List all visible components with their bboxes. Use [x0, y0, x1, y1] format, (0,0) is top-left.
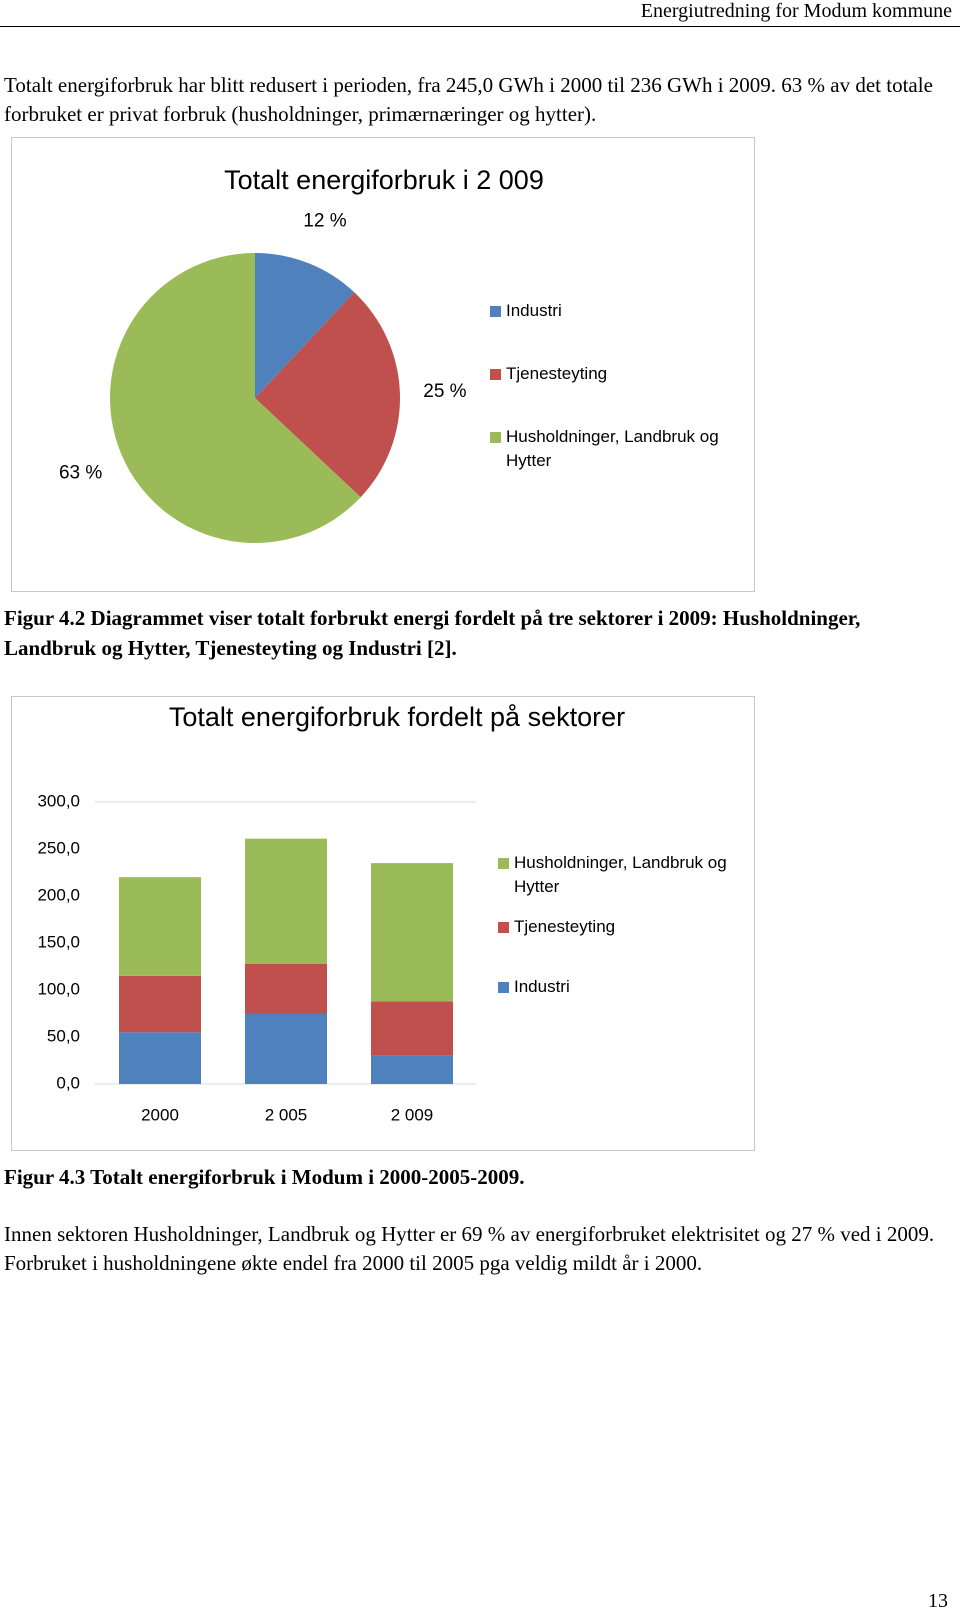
- pie-slice: [255, 253, 355, 398]
- legend-label: Industri: [514, 977, 570, 996]
- header-rule: [0, 26, 960, 27]
- legend-label: Husholdninger, Landbruk og Hytter: [514, 853, 727, 896]
- legend-label: Tjenesteyting: [514, 917, 616, 936]
- chart: Totalt energiforbruk i 2 009 12 % 25 % 63 %: [59, 165, 544, 543]
- legend-swatch: [490, 432, 501, 443]
- legend-swatch: [498, 858, 509, 869]
- bar-segment: [371, 1001, 453, 1056]
- chart-title: Totalt energiforbruk fordelt på sektorer: [169, 702, 625, 732]
- y-tick-label: 50,0: [47, 1026, 80, 1045]
- bar-chart-box: Totalt energiforbruk fordelt på sektorer…: [11, 696, 755, 1151]
- y-tick-label: 150,0: [37, 932, 80, 951]
- bar-segment: [119, 975, 201, 1033]
- figure-caption: Figur 4.3 Totalt energiforbruk i Modum i…: [4, 1165, 525, 1189]
- data-label: 12 %: [303, 210, 346, 231]
- legend-swatch: [498, 982, 509, 993]
- legend-label: Tjenesteyting: [506, 364, 608, 383]
- page-number: 13: [928, 1590, 948, 1612]
- y-tick-label: 200,0: [37, 885, 80, 904]
- legend-label: Husholdninger, Landbruk og Hytter: [506, 427, 719, 470]
- bar-segment: [245, 963, 327, 1014]
- x-tick-label: 2000: [141, 1105, 179, 1124]
- y-tick-label: 100,0: [37, 979, 80, 998]
- data-label: 25 %: [423, 381, 466, 402]
- legend-swatch: [490, 306, 501, 317]
- bar-segment: [245, 838, 327, 964]
- running-header: Energiutredning for Modum kommune: [640, 0, 952, 22]
- x-tick-label: 2 009: [391, 1105, 434, 1124]
- bar-segment: [119, 1032, 201, 1084]
- chart: Totalt energiforbruk fordelt på sektorer…: [37, 702, 625, 1124]
- bar-segment: [245, 1013, 327, 1084]
- y-tick-label: 250,0: [37, 838, 80, 857]
- pie-slice: [109, 253, 361, 543]
- legend-swatch: [498, 922, 509, 933]
- chart-title: Totalt energiforbruk i 2 009: [224, 165, 544, 195]
- x-tick-label: 2 005: [265, 1105, 308, 1124]
- bar-segment: [371, 863, 453, 1002]
- bar-segment: [119, 877, 201, 976]
- pie-slice: [255, 292, 401, 498]
- bar-segment: [371, 1055, 453, 1084]
- legend-swatch: [490, 369, 501, 380]
- paragraph: Innen sektoren Husholdninger, Landbruk o…: [4, 1222, 935, 1275]
- y-tick-label: 300,0: [37, 791, 80, 810]
- pie-chart-box: Totalt energiforbruk i 2 009 12 % 25 % 63 %…: [11, 137, 755, 592]
- data-label: 63 %: [59, 462, 102, 483]
- legend-label: Industri: [506, 301, 562, 320]
- figure-caption: Figur 4.2 Diagrammet viser totalt forbru…: [4, 606, 861, 660]
- y-tick-label: 0,0: [56, 1073, 80, 1092]
- paragraph: Totalt energiforbruk har blitt redusert …: [4, 73, 933, 126]
